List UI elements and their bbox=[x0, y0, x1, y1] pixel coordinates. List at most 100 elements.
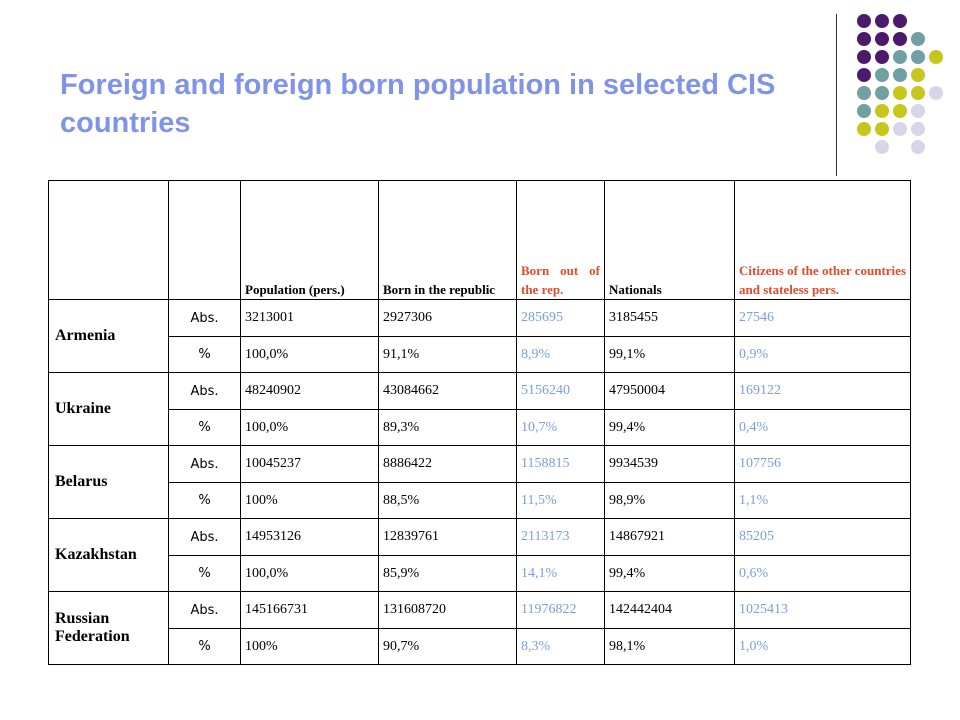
decor-dot bbox=[893, 68, 907, 82]
unit-label: % bbox=[168, 409, 241, 446]
born-out-value: 8,9% bbox=[516, 336, 605, 373]
header-nationals: Nationals bbox=[604, 180, 735, 300]
table-row-kazakhstan-abs: Kazakhstan Abs. 14953126 12839761 211317… bbox=[48, 518, 911, 592]
born-out-value: 1158815 bbox=[516, 445, 605, 483]
citizens-other-value: 85205 bbox=[734, 518, 911, 556]
born-out-value: 5156240 bbox=[516, 372, 605, 410]
table-row-kazakhstan-pct: % 100,0% 85,9% 14,1% 99,4% 0,6% bbox=[49, 555, 911, 592]
citizens-other-value: 169122 bbox=[734, 372, 911, 410]
citizens-other-value: 1025413 bbox=[734, 591, 911, 629]
header-unit-cell bbox=[168, 180, 241, 300]
decor-dot bbox=[911, 104, 925, 118]
decor-dot bbox=[875, 68, 889, 82]
table-row-belarus-abs: Belarus Abs. 10045237 8886422 1158815 99… bbox=[48, 445, 911, 519]
decor-dot bbox=[857, 104, 871, 118]
decor-dot bbox=[857, 50, 871, 64]
citizens-other-value: 107756 bbox=[734, 445, 911, 483]
population-value: 145166731 bbox=[240, 591, 379, 629]
decor-dot bbox=[911, 32, 925, 46]
born-out-value: 2113173 bbox=[516, 518, 605, 556]
population-value: 100% bbox=[240, 628, 379, 665]
unit-label: Abs. bbox=[168, 445, 241, 483]
table-row-belarus-pct: % 100% 88,5% 11,5% 98,9% 1,1% bbox=[49, 482, 911, 519]
nationals-value: 14867921 bbox=[604, 518, 735, 556]
decor-dot bbox=[857, 14, 871, 28]
unit-label: Abs. bbox=[168, 299, 241, 337]
citizens-other-value: 0,6% bbox=[734, 555, 911, 592]
born-in-value: 91,1% bbox=[378, 336, 517, 373]
unit-label: % bbox=[168, 336, 241, 373]
country-name: Armenia bbox=[48, 299, 169, 373]
citizens-other-value: 1,0% bbox=[734, 628, 911, 665]
header-country-cell bbox=[48, 180, 169, 300]
decor-dot bbox=[857, 122, 871, 136]
table-row-ukraine-pct: % 100,0% 89,3% 10,7% 99,4% 0,4% bbox=[49, 409, 911, 446]
header-born-in-republic: Born in the republic bbox=[378, 180, 517, 300]
decorative-vertical-line bbox=[836, 14, 837, 176]
decor-dot bbox=[875, 32, 889, 46]
unit-label: Abs. bbox=[168, 372, 241, 410]
born-out-value: 11976822 bbox=[516, 591, 605, 629]
born-out-value: 14,1% bbox=[516, 555, 605, 592]
country-name: Russian Federation bbox=[48, 591, 169, 665]
born-out-value: 8,3% bbox=[516, 628, 605, 665]
decor-dot bbox=[911, 68, 925, 82]
born-in-value: 2927306 bbox=[378, 299, 517, 337]
nationals-value: 98,9% bbox=[604, 482, 735, 519]
decor-dot bbox=[875, 122, 889, 136]
decor-dot bbox=[875, 104, 889, 118]
decor-dot bbox=[893, 14, 907, 28]
nationals-value: 9934539 bbox=[604, 445, 735, 483]
table-row-armenia-pct: % 100,0% 91,1% 8,9% 99,1% 0,9% bbox=[49, 336, 911, 373]
table-row-armenia-abs: Armenia Abs. 3213001 2927306 285695 3185… bbox=[48, 299, 911, 373]
population-value: 48240902 bbox=[240, 372, 379, 410]
decor-dot bbox=[911, 50, 925, 64]
born-in-value: 89,3% bbox=[378, 409, 517, 446]
born-in-value: 85,9% bbox=[378, 555, 517, 592]
born-out-value: 11,5% bbox=[516, 482, 605, 519]
population-table: Population (pers.) Born in the republic … bbox=[48, 180, 911, 665]
population-value: 100% bbox=[240, 482, 379, 519]
country-name: Kazakhstan bbox=[48, 518, 169, 592]
decor-dot bbox=[893, 86, 907, 100]
header-citizens-other-countries: Citizens of the other countries and stat… bbox=[734, 180, 911, 300]
decor-dot bbox=[875, 140, 889, 154]
decor-dot bbox=[929, 50, 943, 64]
decor-dot bbox=[857, 86, 871, 100]
decor-dot bbox=[911, 86, 925, 100]
nationals-value: 98,1% bbox=[604, 628, 735, 665]
decor-dot bbox=[875, 14, 889, 28]
born-in-value: 90,7% bbox=[378, 628, 517, 665]
population-value: 10045237 bbox=[240, 445, 379, 483]
slide-title: Foreign and foreign born population in s… bbox=[60, 69, 776, 139]
born-in-value: 88,5% bbox=[378, 482, 517, 519]
citizens-other-value: 1,1% bbox=[734, 482, 911, 519]
born-in-value: 12839761 bbox=[378, 518, 517, 556]
unit-label: % bbox=[168, 555, 241, 592]
table-row-ukraine-abs: Ukraine Abs. 48240902 43084662 5156240 4… bbox=[48, 372, 911, 446]
population-value: 3213001 bbox=[240, 299, 379, 337]
table-row-russia-abs: Russian Federation Abs. 145166731 131608… bbox=[48, 591, 911, 665]
country-name: Ukraine bbox=[48, 372, 169, 446]
decor-dot bbox=[929, 86, 943, 100]
citizens-other-value: 0,4% bbox=[734, 409, 911, 446]
citizens-other-value: 27546 bbox=[734, 299, 911, 337]
population-value: 100,0% bbox=[240, 336, 379, 373]
decor-dot bbox=[875, 86, 889, 100]
unit-label: % bbox=[168, 628, 241, 665]
table-header-row: Population (pers.) Born in the republic … bbox=[48, 180, 911, 300]
decor-dot bbox=[911, 122, 925, 136]
born-in-value: 43084662 bbox=[378, 372, 517, 410]
population-value: 100,0% bbox=[240, 409, 379, 446]
nationals-value: 3185455 bbox=[604, 299, 735, 337]
decor-dot bbox=[893, 32, 907, 46]
born-out-value: 10,7% bbox=[516, 409, 605, 446]
header-born-out-of-republic: Born out of the rep. bbox=[516, 180, 605, 300]
decor-dot bbox=[893, 122, 907, 136]
table-row-russia-pct: % 100% 90,7% 8,3% 98,1% 1,0% bbox=[49, 628, 911, 665]
decor-dot bbox=[911, 140, 925, 154]
nationals-value: 99,4% bbox=[604, 409, 735, 446]
decor-dot bbox=[875, 50, 889, 64]
nationals-value: 99,1% bbox=[604, 336, 735, 373]
population-value: 100,0% bbox=[240, 555, 379, 592]
